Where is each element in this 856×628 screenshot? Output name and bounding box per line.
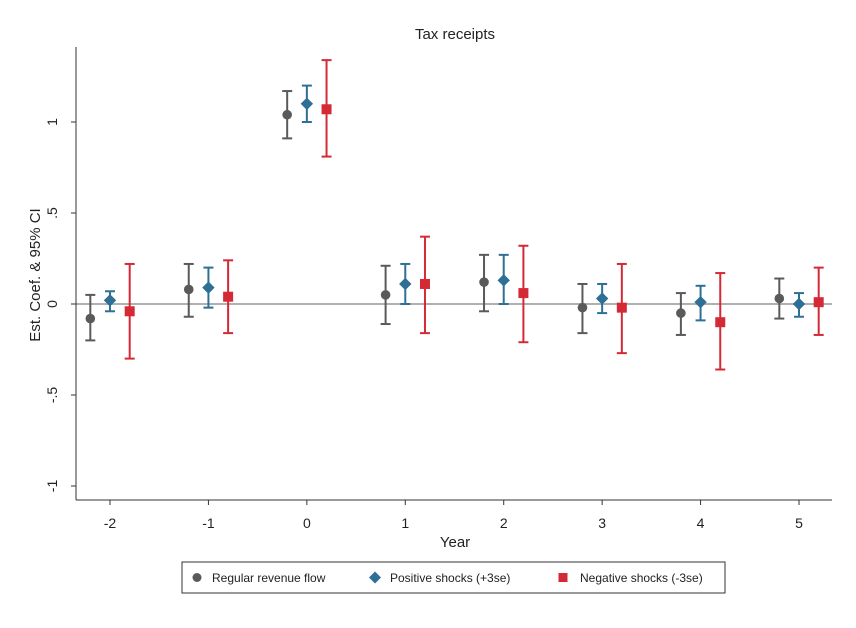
x-tick-label: -1 [202,515,215,531]
legend-label-positive: Positive shocks (+3se) [390,571,510,585]
legend: Regular revenue flow Positive shocks (+3… [181,561,726,594]
point-estimate-diamond [399,277,412,291]
data-point-group [380,264,391,326]
point-estimate-circle [85,313,96,324]
data-point-group [399,262,412,305]
point-estimate-square [518,288,529,299]
legend-box [181,561,726,594]
y-tick-label: .5 [44,207,60,219]
data-point-group [577,282,588,335]
data-point-group [694,284,707,322]
data-point-group [124,262,135,360]
point-estimate-diamond [103,294,117,307]
data-point-group [419,235,430,335]
y-axis-ticks: 1 .5 0 -.5 -1 [44,118,76,492]
legend-marker-circle [192,573,202,582]
legend-marker-square [558,573,568,582]
legend-marker-diamond [369,571,381,584]
y-tick-label: 1 [44,118,60,126]
x-axis-ticks: -2 -1 0 1 2 3 4 5 [104,500,803,531]
data-point-group [497,253,510,305]
x-tick-label: 3 [598,515,606,531]
point-estimate-diamond [497,274,510,287]
point-estimate-square [321,104,332,115]
point-estimate-diamond [202,281,215,294]
data-point-group [300,84,314,123]
point-estimate-circle [577,302,588,313]
data-point-group [616,262,627,355]
data-point-group [202,266,215,309]
x-tick-label: 2 [500,515,508,531]
point-estimate-diamond [595,292,609,305]
data-point-group [321,59,332,158]
legend-entry-positive: Positive shocks (+3se) [369,571,510,585]
series-layer [85,59,824,371]
series-circle [85,90,785,342]
point-estimate-circle [183,284,194,295]
legend-label-negative: Negative shocks (-3se) [580,571,703,585]
y-tick-label: -1 [44,480,60,493]
point-estimate-square [813,297,824,308]
data-point-group [813,266,824,336]
chart-title: Tax receipts [415,26,495,43]
y-tick-label: 0 [44,300,60,308]
x-tick-label: 1 [401,515,409,531]
point-estimate-circle [282,109,292,120]
x-tick-label: -2 [104,515,117,531]
point-estimate-square [715,317,726,328]
point-estimate-circle [774,293,785,304]
y-axis-label: Est. Coef. & 95% CI [27,208,44,341]
series-square [124,59,824,371]
data-point-group [479,253,490,313]
x-tick-label: 5 [795,515,803,531]
point-estimate-circle [380,290,391,300]
data-point-group [774,277,785,320]
data-point-group [85,293,96,342]
legend-label-regular: Regular revenue flow [212,571,326,585]
x-tick-label: 0 [303,515,311,531]
data-point-group [103,290,117,313]
data-point-group [675,292,686,336]
series-diamond [103,84,806,322]
data-point-group [595,282,609,315]
point-estimate-square [124,306,135,317]
legend-entry-negative: Negative shocks (-3se) [558,571,703,585]
point-estimate-square [223,291,234,302]
x-tick-label: 4 [697,515,705,531]
data-point-group [282,90,293,140]
legend-entry-regular: Regular revenue flow [192,571,326,585]
data-point-group [183,262,194,318]
point-estimate-circle [479,277,489,287]
point-estimate-square [616,302,627,313]
point-estimate-square [419,278,430,289]
data-point-group [518,244,529,344]
data-point-group [223,259,234,335]
y-tick-label: -.5 [44,387,60,404]
point-estimate-diamond [694,295,707,309]
point-estimate-diamond [300,97,314,110]
data-point-group [715,272,726,371]
x-axis-label: Year [440,534,470,551]
data-point-group [792,292,806,318]
point-estimate-diamond [792,297,806,311]
point-estimate-circle [676,308,686,318]
